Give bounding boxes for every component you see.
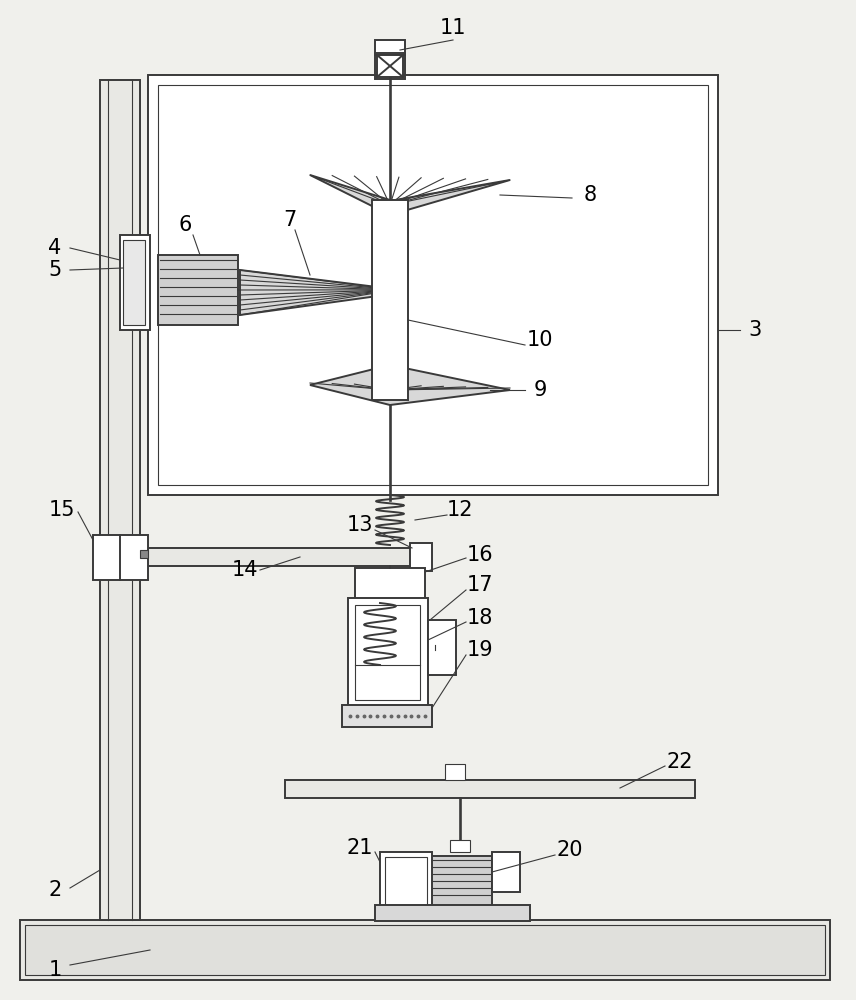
Text: 19: 19 xyxy=(467,640,493,660)
Bar xyxy=(375,40,405,55)
Bar xyxy=(120,235,150,330)
Bar xyxy=(158,85,708,485)
Text: 1: 1 xyxy=(49,960,62,980)
Bar xyxy=(355,605,420,700)
Bar xyxy=(148,75,718,495)
Text: 20: 20 xyxy=(556,840,583,860)
Bar xyxy=(428,620,456,675)
Polygon shape xyxy=(310,175,510,215)
Text: 18: 18 xyxy=(467,608,493,628)
Bar xyxy=(348,598,428,708)
Text: 11: 11 xyxy=(440,18,467,38)
Bar xyxy=(377,55,403,77)
Text: 17: 17 xyxy=(467,575,493,595)
Bar xyxy=(430,856,492,906)
Text: 4: 4 xyxy=(49,238,62,258)
Text: 6: 6 xyxy=(178,215,192,235)
Text: 9: 9 xyxy=(533,380,547,400)
Bar xyxy=(342,705,432,727)
Bar xyxy=(100,80,140,920)
Text: 13: 13 xyxy=(347,515,373,535)
Bar xyxy=(158,255,238,325)
Text: 8: 8 xyxy=(584,185,597,205)
Text: 2: 2 xyxy=(49,880,62,900)
Polygon shape xyxy=(310,365,510,405)
Bar xyxy=(372,200,408,400)
Bar xyxy=(380,852,432,910)
Text: 21: 21 xyxy=(347,838,373,858)
Text: 3: 3 xyxy=(748,320,762,340)
Text: 14: 14 xyxy=(232,560,259,580)
Text: 10: 10 xyxy=(526,330,553,350)
Bar xyxy=(375,905,530,921)
Text: 7: 7 xyxy=(283,210,297,230)
Text: 22: 22 xyxy=(667,752,693,772)
Bar xyxy=(375,53,405,79)
Polygon shape xyxy=(240,270,385,315)
Bar xyxy=(140,548,420,566)
Bar xyxy=(25,925,825,975)
Text: 15: 15 xyxy=(49,500,75,520)
Bar xyxy=(385,857,427,905)
Bar xyxy=(140,550,148,558)
Bar xyxy=(492,852,520,892)
Bar xyxy=(93,535,148,580)
Bar xyxy=(445,764,465,780)
Text: 5: 5 xyxy=(49,260,62,280)
Bar xyxy=(20,920,830,980)
Text: 16: 16 xyxy=(467,545,493,565)
Bar xyxy=(450,840,470,852)
Text: 12: 12 xyxy=(447,500,473,520)
Bar xyxy=(355,568,425,603)
Bar xyxy=(410,543,432,571)
Bar xyxy=(123,240,145,325)
Bar xyxy=(285,780,695,798)
